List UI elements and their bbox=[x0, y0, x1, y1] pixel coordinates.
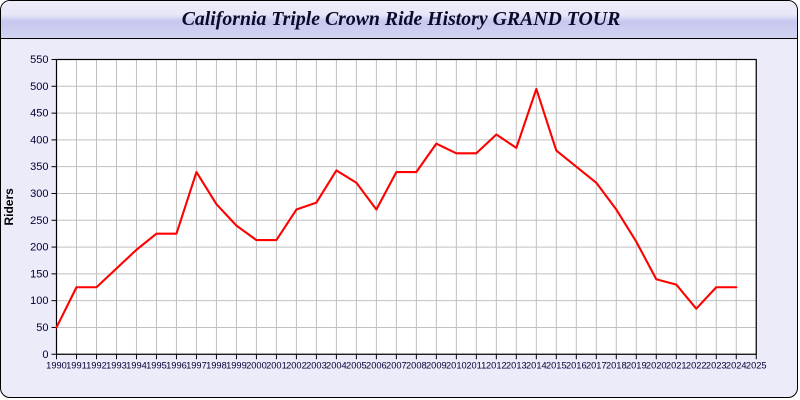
svg-text:450: 450 bbox=[30, 108, 48, 120]
svg-text:2019: 2019 bbox=[626, 360, 647, 370]
svg-text:2017: 2017 bbox=[586, 360, 607, 370]
svg-text:50: 50 bbox=[36, 322, 48, 334]
svg-text:2025: 2025 bbox=[746, 360, 767, 370]
svg-text:2014: 2014 bbox=[526, 360, 547, 370]
svg-text:2006: 2006 bbox=[366, 360, 387, 370]
svg-text:2024: 2024 bbox=[726, 360, 747, 370]
svg-text:1990: 1990 bbox=[46, 360, 67, 370]
svg-text:2012: 2012 bbox=[486, 360, 507, 370]
svg-text:2003: 2003 bbox=[306, 360, 327, 370]
svg-text:100: 100 bbox=[30, 295, 48, 307]
svg-text:2009: 2009 bbox=[426, 360, 447, 370]
svg-text:2018: 2018 bbox=[606, 360, 627, 370]
svg-text:200: 200 bbox=[30, 242, 48, 254]
svg-text:250: 250 bbox=[30, 215, 48, 227]
svg-text:2013: 2013 bbox=[506, 360, 527, 370]
svg-text:2021: 2021 bbox=[666, 360, 687, 370]
svg-text:400: 400 bbox=[30, 134, 48, 146]
svg-text:2005: 2005 bbox=[346, 360, 367, 370]
svg-text:2002: 2002 bbox=[286, 360, 307, 370]
svg-text:2023: 2023 bbox=[706, 360, 727, 370]
svg-text:1993: 1993 bbox=[106, 360, 127, 370]
svg-text:1995: 1995 bbox=[146, 360, 167, 370]
svg-text:2015: 2015 bbox=[546, 360, 567, 370]
svg-text:0: 0 bbox=[42, 349, 48, 361]
svg-text:1992: 1992 bbox=[86, 360, 107, 370]
svg-text:150: 150 bbox=[30, 268, 48, 280]
svg-text:2020: 2020 bbox=[646, 360, 667, 370]
svg-text:300: 300 bbox=[30, 188, 48, 200]
svg-text:2000: 2000 bbox=[246, 360, 267, 370]
svg-text:500: 500 bbox=[30, 81, 48, 93]
svg-text:2016: 2016 bbox=[566, 360, 587, 370]
svg-text:2004: 2004 bbox=[326, 360, 347, 370]
svg-text:1999: 1999 bbox=[226, 360, 247, 370]
svg-text:1998: 1998 bbox=[206, 360, 227, 370]
svg-text:2011: 2011 bbox=[466, 360, 486, 370]
svg-text:1994: 1994 bbox=[126, 360, 147, 370]
svg-text:1997: 1997 bbox=[186, 360, 207, 370]
svg-text:2001: 2001 bbox=[266, 360, 287, 370]
svg-text:2007: 2007 bbox=[386, 360, 407, 370]
svg-text:2022: 2022 bbox=[686, 360, 707, 370]
svg-text:2010: 2010 bbox=[446, 360, 467, 370]
svg-text:1991: 1991 bbox=[66, 360, 87, 370]
svg-text:1996: 1996 bbox=[166, 360, 187, 370]
svg-text:2008: 2008 bbox=[406, 360, 427, 370]
svg-text:550: 550 bbox=[30, 54, 48, 66]
svg-text:Riders: Riders bbox=[2, 188, 16, 226]
svg-text:350: 350 bbox=[30, 161, 48, 173]
